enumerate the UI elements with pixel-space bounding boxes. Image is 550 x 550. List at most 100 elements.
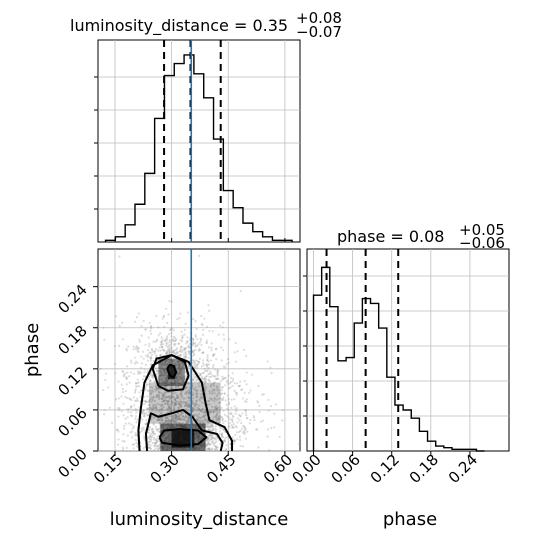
scatter-point bbox=[144, 343, 147, 346]
scatter-point bbox=[176, 360, 179, 364]
scatter-point bbox=[166, 384, 169, 387]
scatter-point bbox=[164, 416, 167, 419]
scatter-point bbox=[231, 420, 234, 424]
scatter-point bbox=[185, 401, 188, 404]
scatter-point bbox=[177, 363, 181, 366]
scatter-point bbox=[176, 381, 179, 385]
phase-title: phase = 0.08 bbox=[337, 227, 444, 246]
scatter-point bbox=[188, 404, 191, 408]
scatter-point bbox=[178, 317, 181, 320]
scatter-point bbox=[186, 406, 190, 409]
scatter-point bbox=[151, 350, 154, 353]
scatter-point bbox=[214, 378, 218, 381]
scatter-point bbox=[163, 339, 166, 343]
scatter-point bbox=[154, 367, 157, 370]
scatter-point bbox=[169, 410, 172, 413]
scatter-point bbox=[185, 390, 188, 394]
scatter-point bbox=[175, 352, 178, 355]
scatter-point bbox=[207, 421, 210, 424]
scatter-point bbox=[166, 403, 169, 406]
scatter-point bbox=[219, 426, 222, 429]
scatter-point bbox=[155, 369, 158, 372]
scatter-point bbox=[143, 368, 146, 371]
scatter-point bbox=[209, 370, 212, 373]
scatter-point bbox=[131, 443, 134, 446]
scatter-point bbox=[147, 375, 151, 379]
scatter-point bbox=[187, 396, 190, 399]
scatter-point bbox=[155, 439, 158, 442]
scatter-point bbox=[162, 369, 165, 372]
scatter-point bbox=[148, 399, 151, 402]
scatter-point bbox=[171, 358, 174, 362]
scatter-point bbox=[173, 420, 176, 423]
scatter-point bbox=[141, 412, 144, 415]
scatter-ytick-label: 0.24 bbox=[54, 281, 90, 317]
scatter-point bbox=[117, 407, 120, 410]
scatter-point bbox=[176, 351, 179, 355]
scatter-point bbox=[201, 416, 204, 419]
scatter-point bbox=[118, 255, 121, 258]
scatter-point bbox=[208, 329, 211, 333]
scatter-point bbox=[222, 439, 225, 443]
scatter-point bbox=[111, 421, 114, 425]
scatter-point bbox=[235, 407, 238, 410]
scatter-point bbox=[172, 335, 176, 338]
scatter-point bbox=[148, 321, 151, 324]
scatter-point bbox=[196, 371, 199, 374]
scatter-point bbox=[211, 398, 214, 402]
scatter-point bbox=[128, 397, 131, 400]
scatter-point bbox=[208, 446, 211, 450]
scatter-point bbox=[199, 409, 202, 412]
scatter-point bbox=[182, 380, 185, 383]
scatter-contour-inner_upper bbox=[166, 363, 178, 379]
scatter-point bbox=[126, 434, 129, 437]
scatter-point bbox=[213, 400, 216, 403]
scatter-point bbox=[171, 337, 174, 341]
scatter-point bbox=[224, 448, 227, 451]
scatter-point bbox=[150, 371, 153, 375]
scatter-point bbox=[143, 402, 146, 405]
scatter-point bbox=[177, 363, 180, 366]
scatter-point bbox=[213, 389, 216, 392]
scatter-point bbox=[206, 369, 209, 372]
scatter-point bbox=[158, 443, 161, 446]
scatter-point bbox=[235, 393, 238, 396]
scatter-point bbox=[182, 363, 185, 366]
scatter-point bbox=[153, 350, 157, 353]
scatter-point bbox=[177, 406, 180, 409]
scatter-point bbox=[172, 329, 175, 332]
scatter-point bbox=[196, 364, 199, 367]
scatter-point bbox=[155, 386, 158, 390]
scatter-point bbox=[166, 345, 169, 348]
scatter-point bbox=[218, 410, 221, 413]
scatter-point bbox=[246, 430, 249, 433]
scatter-point bbox=[166, 400, 169, 403]
scatter-point bbox=[218, 430, 221, 433]
scatter-point bbox=[173, 381, 177, 384]
scatter-point bbox=[163, 368, 166, 371]
scatter-point bbox=[167, 417, 170, 420]
scatter-point bbox=[221, 349, 225, 352]
scatter-point bbox=[227, 387, 231, 390]
scatter-point bbox=[165, 417, 168, 420]
scatter-point bbox=[175, 380, 178, 383]
scatter-point bbox=[130, 423, 133, 426]
scatter-point bbox=[121, 448, 125, 451]
scatter-point bbox=[171, 401, 174, 404]
scatter-point bbox=[171, 327, 174, 330]
scatter-point bbox=[196, 363, 199, 366]
scatter-point bbox=[191, 338, 194, 341]
scatter-point bbox=[184, 377, 187, 380]
scatter-point bbox=[176, 395, 179, 398]
scatter-point bbox=[180, 392, 183, 396]
scatter-point bbox=[244, 427, 247, 430]
scatter-point bbox=[207, 346, 211, 349]
scatter-point bbox=[166, 342, 169, 345]
scatter-point bbox=[178, 375, 182, 378]
scatter-point bbox=[163, 363, 166, 366]
scatter-point bbox=[194, 345, 197, 348]
scatter-point bbox=[209, 410, 213, 413]
scatter-point bbox=[153, 406, 156, 410]
scatter-point bbox=[194, 365, 198, 368]
scatter-point bbox=[135, 382, 138, 385]
